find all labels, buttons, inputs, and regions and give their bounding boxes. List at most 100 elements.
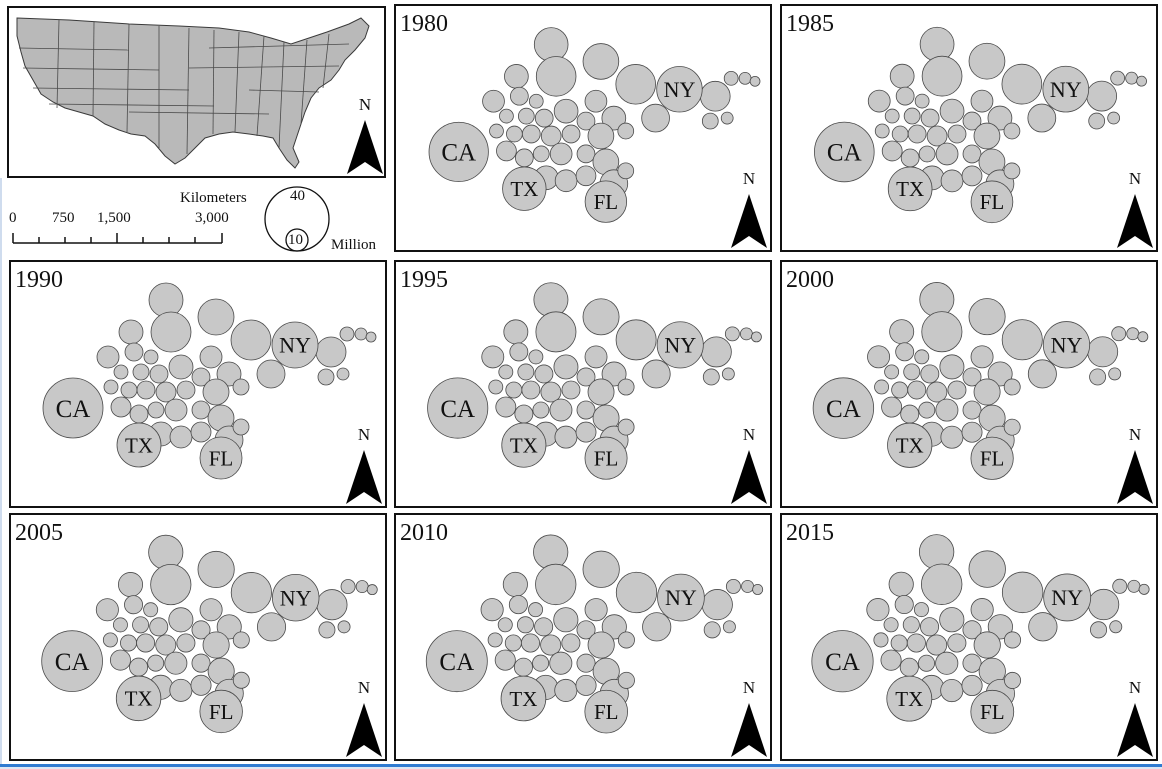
state-circle xyxy=(962,111,982,131)
north-arrow-icon xyxy=(347,120,383,174)
state-circle xyxy=(888,571,914,597)
state-circle xyxy=(232,631,250,649)
state-circle xyxy=(899,657,919,677)
state-circle xyxy=(534,364,554,384)
state-circle xyxy=(947,124,967,144)
state-circle xyxy=(881,140,903,162)
state-circle xyxy=(939,354,965,380)
state-label-tx: TX xyxy=(125,687,153,711)
north-label: N xyxy=(742,425,756,444)
state-circle xyxy=(534,617,554,637)
state-circle xyxy=(232,671,250,689)
state-circle xyxy=(113,364,129,380)
state-circle xyxy=(497,617,513,633)
state-circle xyxy=(528,93,544,109)
north-arrow-icon xyxy=(1117,450,1153,504)
state-circle xyxy=(197,550,235,589)
state-label-ny: NY xyxy=(1051,585,1083,610)
state-circle xyxy=(884,364,900,380)
state-circle xyxy=(587,378,615,406)
state-circle xyxy=(617,122,635,140)
state-circle xyxy=(903,363,921,381)
state-circle xyxy=(149,617,169,637)
bottom-accent-rule xyxy=(0,767,1162,769)
state-circle xyxy=(1138,583,1150,595)
state-circle xyxy=(576,111,596,131)
state-circle xyxy=(940,678,964,703)
state-circle xyxy=(1137,331,1149,343)
cartogram-circles: CA TX FL NY xyxy=(427,282,762,480)
state-circle xyxy=(702,368,720,386)
state-circle xyxy=(987,105,1013,131)
panel-year: 1990 xyxy=(15,267,63,293)
state-circle xyxy=(124,342,144,362)
state-label-ny: NY xyxy=(664,77,696,102)
state-circle-ca xyxy=(814,121,875,183)
north-label: N xyxy=(358,95,372,114)
state-circle xyxy=(961,165,983,187)
state-circle xyxy=(582,43,620,80)
state-circle xyxy=(120,634,137,652)
state-circle xyxy=(913,602,929,618)
state-circle xyxy=(939,98,965,124)
state-circle xyxy=(920,563,963,605)
state-circle xyxy=(132,616,150,634)
state-circle xyxy=(962,400,982,420)
state-circle xyxy=(339,326,355,342)
state-circle xyxy=(751,331,762,343)
scale-tick-label: 0 xyxy=(9,210,17,226)
state-circle xyxy=(642,612,672,642)
state-circle xyxy=(164,651,188,675)
state-circle xyxy=(968,42,1006,80)
state-circle xyxy=(920,364,940,384)
state-circle xyxy=(112,617,128,633)
state-circle xyxy=(1003,162,1021,180)
state-circle xyxy=(900,148,920,168)
state-circle xyxy=(1111,326,1127,342)
state-circle xyxy=(575,165,597,187)
state-circle xyxy=(155,381,177,403)
state-circle xyxy=(169,425,193,449)
state-circle xyxy=(520,633,541,653)
state-circle xyxy=(505,381,523,399)
state-circle xyxy=(935,398,959,422)
state-circle xyxy=(1027,359,1057,389)
state-circle xyxy=(199,345,223,369)
state-circle xyxy=(907,124,927,144)
state-circle xyxy=(148,534,184,570)
cartogram-panel: CA TX FL NY 2005 N xyxy=(9,513,387,761)
state-circle xyxy=(514,404,534,424)
state-circle xyxy=(143,602,159,618)
cartogram-panel: CA TX FL NY 2000 N xyxy=(780,260,1158,508)
north-arrow: N xyxy=(344,679,384,759)
state-circle-fl xyxy=(970,689,1015,734)
state-circle xyxy=(874,123,890,139)
scale-tick-label: 750 xyxy=(52,210,75,226)
state-circle-ny xyxy=(1042,65,1090,113)
state-label-fl: FL xyxy=(594,190,619,214)
state-circle xyxy=(700,336,732,368)
state-circle xyxy=(914,93,930,109)
state-circle xyxy=(895,86,915,106)
north-arrow: N xyxy=(344,426,384,506)
state-circle xyxy=(494,649,516,671)
state-circle xyxy=(582,550,620,588)
state-circle xyxy=(919,282,955,318)
cartogram-circles: CA TX FL NY xyxy=(814,26,1147,224)
state-circle xyxy=(926,381,948,403)
state-label-fl: FL xyxy=(980,447,1005,471)
state-circle xyxy=(881,396,903,418)
state-circle xyxy=(366,584,378,596)
state-circle xyxy=(987,361,1013,387)
state-circle xyxy=(721,367,735,381)
panel-year: 2010 xyxy=(400,520,448,546)
state-circle xyxy=(895,342,915,362)
state-circle xyxy=(365,331,377,343)
state-circle xyxy=(968,550,1006,588)
state-circle xyxy=(1028,612,1058,642)
state-circle-ca xyxy=(427,377,489,439)
state-circle-ny xyxy=(656,66,703,113)
state-circle xyxy=(962,367,982,387)
state-circle xyxy=(169,678,193,702)
cartogram-panel: CA TX FL NY 1980 N xyxy=(394,4,772,252)
